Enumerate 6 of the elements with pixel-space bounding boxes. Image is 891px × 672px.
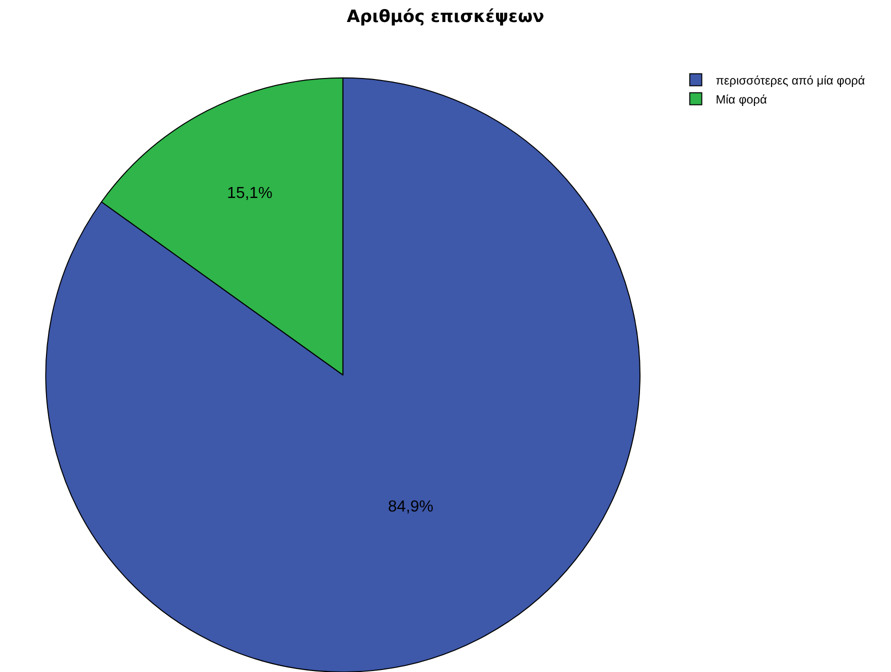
chart-title: Αριθμός επισκέψεων [346, 6, 544, 27]
pie-slice [45, 77, 640, 672]
data-label: 15,1% [227, 185, 272, 202]
data-label: 84,9% [388, 498, 434, 516]
legend-label: Μία φορά [716, 92, 767, 106]
legend-label: περισσότερες από μία φορά [716, 73, 865, 88]
